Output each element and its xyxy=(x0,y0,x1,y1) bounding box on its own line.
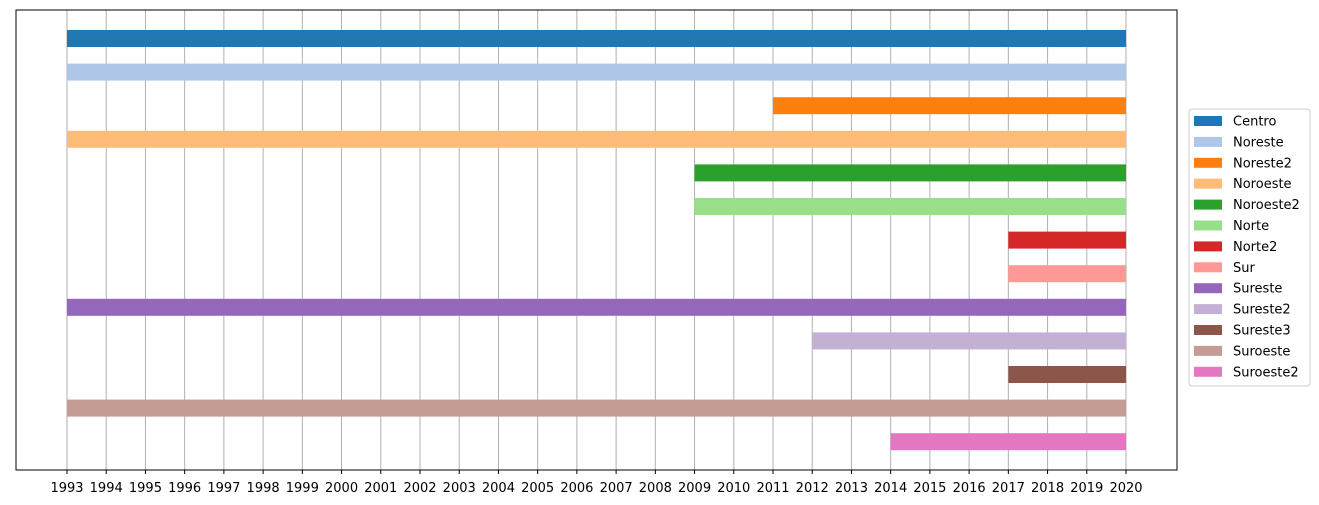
legend-swatch-sureste3 xyxy=(1194,325,1222,335)
x-tick-label: 2010 xyxy=(717,481,750,496)
legend-swatch-norte2 xyxy=(1194,241,1222,252)
legend-label-norte: Norte xyxy=(1233,219,1269,234)
x-tick-label: 2005 xyxy=(521,481,554,496)
plot-frame xyxy=(15,9,1178,471)
legend-swatch-suroeste xyxy=(1194,345,1222,356)
bar-norte2 xyxy=(1008,231,1127,249)
bar-sureste xyxy=(66,298,1127,316)
legend-swatch-noreste xyxy=(1194,136,1222,147)
legend-label-noroeste: Noroeste xyxy=(1233,177,1292,192)
x-tick-label: 2007 xyxy=(600,481,633,496)
x-tick-label: 2008 xyxy=(639,481,672,496)
legend-swatch-norte xyxy=(1194,220,1222,231)
x-tick-label: 2020 xyxy=(1109,481,1142,496)
x-tick-label: 2017 xyxy=(992,481,1025,496)
x-tick-label: 2016 xyxy=(953,481,986,496)
x-axis: 1993 1994 1995 1996 1997 1998 1999 2000 2001 2002… xyxy=(50,470,1143,496)
bar-noreste2 xyxy=(773,97,1127,115)
bar-suroeste2 xyxy=(890,433,1127,451)
legend-swatch-noreste2 xyxy=(1194,157,1222,168)
legend-swatch-centro xyxy=(1194,116,1222,126)
x-tick-label: 2011 xyxy=(756,481,789,496)
legend-swatch-sureste2 xyxy=(1194,304,1222,315)
bar-centro xyxy=(66,30,1127,47)
x-tick-label: 2004 xyxy=(482,481,515,496)
x-tick-label: 1995 xyxy=(129,481,162,496)
bars xyxy=(66,30,1127,451)
x-tick-label: 2015 xyxy=(913,481,946,496)
legend-label-suroeste: Suroeste xyxy=(1233,344,1290,359)
bar-norte xyxy=(694,198,1127,215)
bar-sur xyxy=(1008,265,1127,283)
bar-sureste2 xyxy=(812,332,1127,350)
bar-noroeste2 xyxy=(694,164,1127,182)
legend-label-noreste2: Noreste2 xyxy=(1233,156,1292,171)
legend-label-sureste: Sureste xyxy=(1233,282,1282,297)
legend-label-sureste3: Sureste3 xyxy=(1233,324,1291,339)
legend-label-sur: Sur xyxy=(1233,261,1255,276)
legend-label-sureste2: Sureste2 xyxy=(1233,303,1291,318)
x-tick-label: 1993 xyxy=(50,481,83,496)
x-tick-label: 1997 xyxy=(207,481,240,496)
x-tick-label: 2002 xyxy=(403,481,436,496)
bar-sureste3 xyxy=(1008,366,1127,383)
x-tick-label: 1996 xyxy=(168,481,201,496)
x-tick-label: 2013 xyxy=(835,481,868,496)
x-tick-label: 2003 xyxy=(443,481,476,496)
x-tick-label: 1999 xyxy=(286,481,319,496)
legend-swatch-sureste xyxy=(1194,283,1222,294)
x-tick-label: 2001 xyxy=(364,481,397,496)
legend-label-noreste: Noreste xyxy=(1233,135,1284,150)
x-tick-label: 2000 xyxy=(325,481,358,496)
legend-swatch-suroeste2 xyxy=(1194,366,1222,377)
bar-noreste xyxy=(66,63,1127,81)
legend-label-noroeste2: Noroeste2 xyxy=(1233,198,1300,213)
bar-suroeste xyxy=(66,399,1127,417)
x-tick-label: 2018 xyxy=(1031,481,1064,496)
x-tick-label: 1994 xyxy=(90,481,123,496)
x-tick-label: 2006 xyxy=(560,481,593,496)
legend-swatch-sur xyxy=(1194,262,1222,273)
legend-label-centro: Centro xyxy=(1233,115,1276,130)
plot-area xyxy=(16,10,1177,470)
bar-noroeste xyxy=(66,130,1127,148)
x-tick-label: 2009 xyxy=(678,481,711,496)
legend-swatch-noroeste2 xyxy=(1194,199,1222,210)
legend-label-norte2: Norte2 xyxy=(1233,240,1277,255)
legend-label-suroeste2: Suroeste2 xyxy=(1233,365,1299,380)
legend-frame xyxy=(1188,108,1311,387)
x-tick-label: 2019 xyxy=(1070,481,1103,496)
x-tick-label: 1998 xyxy=(247,481,280,496)
legend-swatch-noroeste xyxy=(1194,178,1222,189)
gridlines xyxy=(66,10,1127,470)
x-tick-label: 2014 xyxy=(874,481,907,496)
legend: Centro Noreste Noreste2 Noroeste Noroeste2 No… xyxy=(1188,108,1311,387)
x-tick-label: 2012 xyxy=(796,481,829,496)
